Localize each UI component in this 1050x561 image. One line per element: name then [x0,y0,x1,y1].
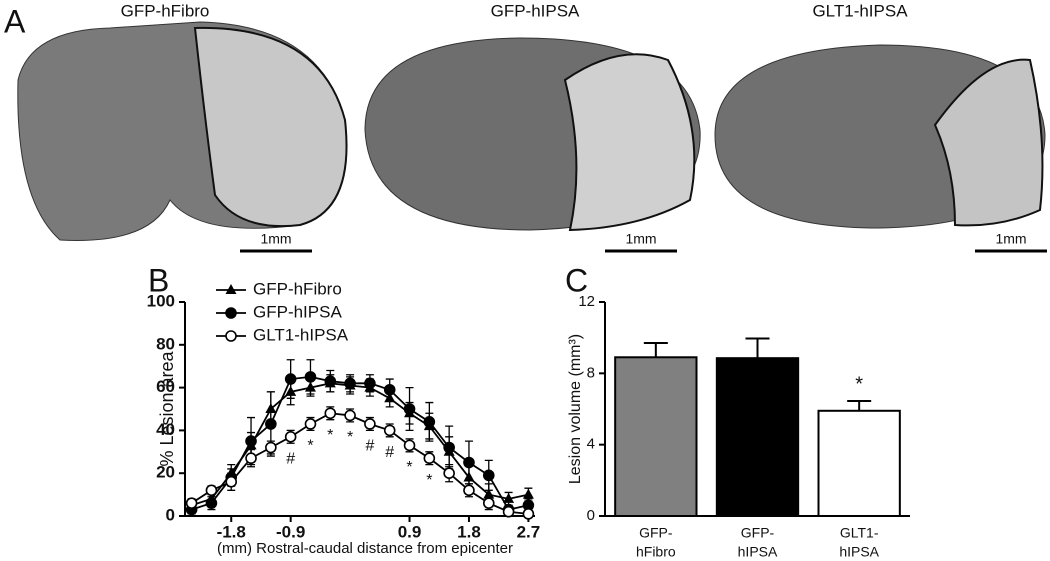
marker [265,418,277,430]
bar [715,357,800,517]
marker [225,307,237,319]
x-tick-label: 0.9 [398,522,422,541]
error-bar [847,399,872,411]
marker [383,424,396,437]
lesion-region [563,53,696,232]
section-title: GLT1-hIPSA [812,1,908,20]
marker [205,484,218,497]
x-tick-label: 1.8 [457,522,481,541]
marker [225,284,237,294]
marker [364,377,376,390]
marker [344,377,356,390]
bar [614,356,698,517]
y-tick-label: 8 [587,364,595,381]
marker [225,330,237,342]
x-tick-label: -0.9 [276,522,305,541]
y-axis-label: % Lesion area [157,350,177,466]
significance-mark: * [406,459,412,476]
y-tick-label: 20 [156,463,175,482]
marker [423,452,436,465]
scale-bar-label: 1mm [995,231,1026,247]
marker [463,484,475,497]
tissue-sections [17,21,1046,241]
x-tick-label: GLT1- [840,525,879,541]
marker [344,409,356,422]
marker [502,505,515,518]
significance-mark: * [307,438,313,455]
y-tick-label: 4 [587,436,595,453]
marker [503,492,515,503]
bar [817,409,901,517]
x-tick-label: GFP- [741,525,775,541]
section-title: GFP-hIPSA [491,1,580,20]
marker [403,403,416,415]
y-tick-label: 100 [147,291,175,310]
significance-mark: # [286,450,295,467]
marker [265,441,277,454]
marker [383,383,396,396]
marker [284,373,297,385]
marker [284,431,297,443]
panel-letter: C [565,262,588,298]
x-tick-label: hIPSA [839,544,879,560]
y-tick-label: 12 [578,293,595,310]
marker [225,475,238,488]
scale-bar-label: 1mm [260,231,291,247]
marker [403,439,416,452]
y-tick-label: 0 [166,505,175,524]
marker [364,418,376,430]
marker [522,508,535,520]
marker [205,497,218,509]
error-bar [745,337,770,359]
marker [304,371,317,383]
marker [324,375,337,387]
marker [245,452,257,465]
marker [443,441,455,454]
marker [324,407,337,420]
panel-letter: A [4,3,26,39]
y-axis-label: Lesion volume (mm³) [567,334,584,484]
x-tick-label: 2.7 [517,522,541,541]
x-tick-label: hIPSA [738,544,778,560]
section-title: GFP-hFibro [121,1,210,20]
panel-letter: B [148,262,169,298]
marker [443,467,455,480]
lesion-region [193,26,348,228]
legend-label: GFP-hFibro [253,279,342,298]
marker [482,497,495,509]
legend-label: GFP-hIPSA [253,302,342,321]
y-tick-label: 80 [156,334,175,353]
scale-bar-label: 1mm [625,231,656,247]
series-line [191,382,529,507]
y-tick-label: 40 [156,420,175,439]
axis [184,302,535,517]
x-axis-label: (mm) Rostral-caudal distance from epicen… [217,540,513,557]
x-tick-label: hFibro [636,544,676,560]
y-tick-label: 0 [587,507,595,524]
significance-mark: * [855,373,863,395]
significance-mark: # [385,444,394,461]
error-bar [643,342,668,358]
marker [482,469,495,482]
y-tick-label: 60 [156,377,175,396]
marker [185,497,198,509]
significance-mark: * [327,427,333,444]
marker [245,435,257,447]
marker [522,488,534,499]
lesion-region [933,58,1044,227]
legend-label: GLT1-hIPSA [253,325,349,344]
marker [463,456,475,469]
series-line [191,412,529,515]
marker [423,416,436,428]
significance-mark: * [426,472,432,489]
significance-mark: # [365,438,374,455]
series-line [191,375,529,511]
significance-mark: * [347,429,353,446]
x-tick-label: GFP- [639,525,673,541]
marker [304,418,317,430]
x-tick-label: -1.8 [217,522,246,541]
